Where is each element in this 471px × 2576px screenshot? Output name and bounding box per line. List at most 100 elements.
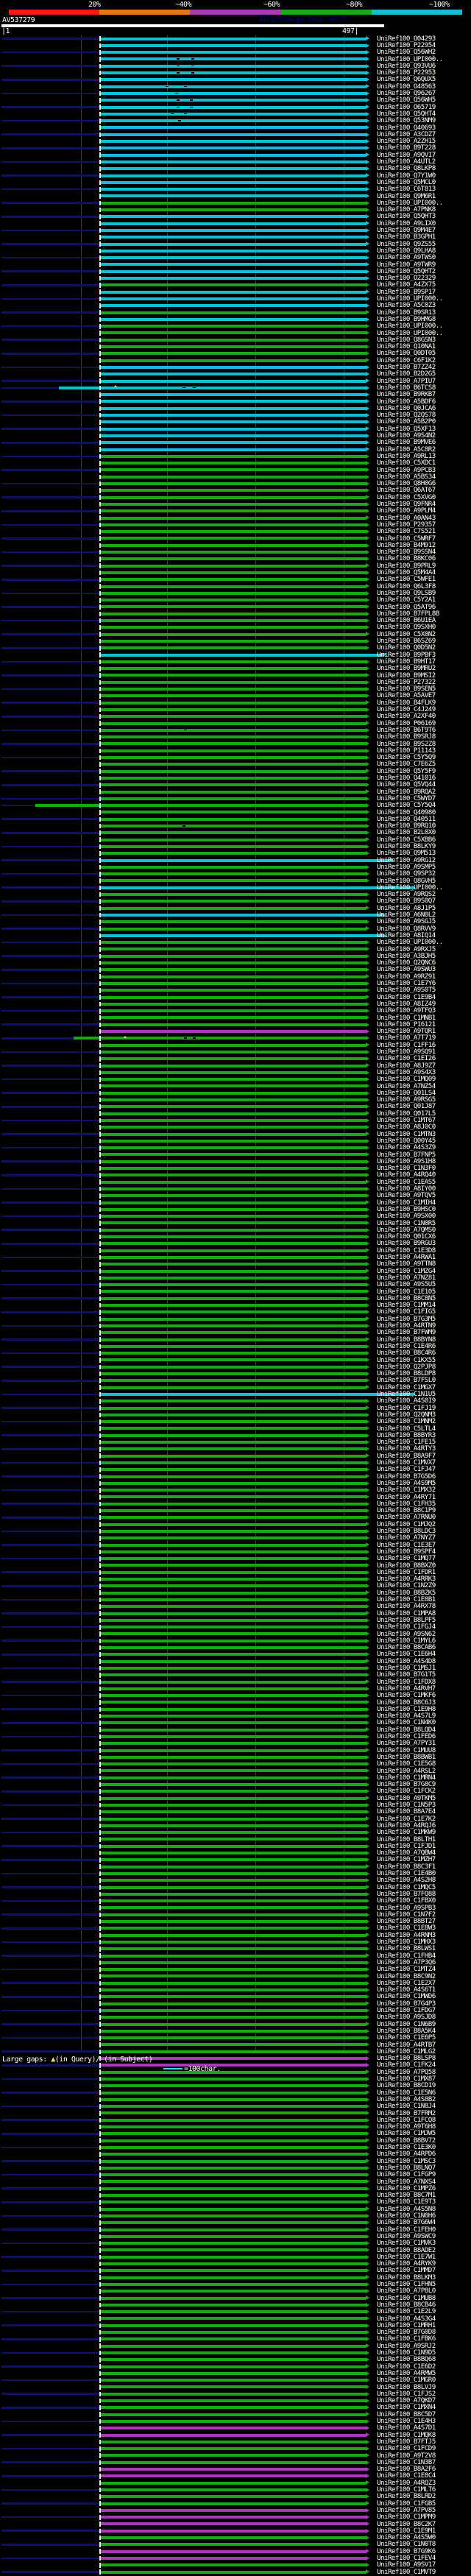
hit-bar[interactable]: [99, 1413, 366, 1416]
alignment-row[interactable]: UniRef100_C1KX55: [0, 1355, 471, 1364]
hit-label[interactable]: UniRef100_A9SJD8: [377, 2013, 436, 2022]
alignment-row[interactable]: UniRef100_B7ZZ42: [0, 364, 471, 370]
alignment-row[interactable]: UniRef100_B9SR13: [0, 309, 471, 316]
hit-label[interactable]: UniRef100_A4RSL2: [377, 1766, 436, 1775]
hit-bar[interactable]: [99, 2159, 366, 2163]
hit-label[interactable]: UniRef100_C1FE15: [377, 1438, 436, 1447]
alignment-row[interactable]: UniRef100_Q9M6R1: [0, 192, 471, 200]
hit-label[interactable]: UniRef100_A0AN43: [377, 513, 436, 522]
alignment-row[interactable]: UniRef100_B9RQ10: [0, 822, 471, 830]
alignment-row[interactable]: UniRef100_Q0D5N2: [0, 644, 471, 652]
alignment-row[interactable]: UniRef100_C1N1U5: [0, 1391, 471, 1397]
hit-bar[interactable]: [99, 2543, 366, 2547]
alignment-row[interactable]: UniRef100_C1E8W3: [0, 1924, 471, 1932]
hit-bar[interactable]: [99, 1475, 366, 1478]
hit-bar[interactable]: [99, 1420, 366, 1424]
hit-label[interactable]: UniRef100_B9SSN4: [377, 548, 436, 557]
alignment-row[interactable]: UniRef100_C1E7Y6: [0, 980, 471, 987]
hit-label[interactable]: UniRef100_A7P8L0: [377, 2287, 436, 2296]
hit-bar[interactable]: [99, 934, 383, 937]
hit-label[interactable]: UniRef100_C1MTN3: [377, 1129, 436, 1138]
hit-bar[interactable]: [99, 1495, 366, 1499]
hit-bar[interactable]: [99, 317, 366, 321]
hit-label[interactable]: UniRef100_A4RX78: [377, 1602, 436, 1611]
hit-label[interactable]: UniRef100_C1N3F0: [377, 1164, 436, 1173]
hit-label[interactable]: UniRef100_A4RTB7: [377, 2040, 436, 2049]
alignment-row[interactable]: UniRef100_B8C1P9: [0, 1507, 471, 1514]
hit-label[interactable]: UniRef100_C1KX55: [377, 1355, 436, 1364]
alignment-row[interactable]: UniRef100_C1E4R6: [0, 1343, 471, 1349]
hit-bar[interactable]: [99, 1913, 366, 1916]
hit-label[interactable]: UniRef100_Q5VQ44: [377, 780, 436, 789]
hit-bar[interactable]: [99, 1290, 366, 1294]
alignment-row[interactable]: UniRef100_B7FPL8B: [0, 610, 471, 617]
hit-bar[interactable]: [99, 707, 366, 711]
alignment-row[interactable]: UniRef100_B8LTH1: [0, 1835, 471, 1843]
hit-bar[interactable]: [99, 2153, 366, 2156]
hit-bar[interactable]: [99, 1694, 366, 1698]
alignment-row[interactable]: UniRef100_C1MVT9: [0, 2569, 471, 2575]
alignment-row[interactable]: UniRef100_C1N7F2: [0, 1911, 471, 1918]
hit-label[interactable]: UniRef100_B8BWB1: [377, 1752, 436, 1761]
hit-bar[interactable]: [99, 2317, 366, 2321]
hit-label[interactable]: UniRef100_C1MZG4: [377, 1266, 436, 1275]
alignment-row[interactable]: UniRef100_A4RPD6: [0, 2150, 471, 2159]
hit-bar[interactable]: [99, 180, 366, 184]
hit-bar[interactable]: [99, 325, 366, 328]
hit-bar[interactable]: [99, 1070, 366, 1074]
hit-bar[interactable]: [99, 995, 366, 999]
hit-label[interactable]: UniRef100_C1N1U5: [377, 1390, 436, 1398]
hit-bar[interactable]: [99, 516, 366, 520]
alignment-row[interactable]: UniRef100_C1FJD1: [0, 1843, 471, 1849]
hit-label[interactable]: UniRef100_A9S4X3: [377, 1068, 436, 1076]
hit-bar[interactable]: [99, 1762, 366, 1766]
hit-label[interactable]: UniRef100_C1MTZ4: [377, 1965, 436, 1974]
hit-label[interactable]: UniRef100_C1FGJ4: [377, 1623, 436, 1631]
hit-bar[interactable]: [99, 721, 366, 725]
alignment-row[interactable]: UniRef100_A9LIX0: [0, 220, 471, 227]
hit-label[interactable]: UniRef100_C1N0R5: [377, 1218, 436, 1227]
alignment-row[interactable]: UniRef100_C1MPA8: [0, 1610, 471, 1617]
alignment-row[interactable]: UniRef100_A5C0Z3: [0, 302, 471, 309]
alignment-row[interactable]: UniRef100_C1FED6: [0, 1733, 471, 1740]
alignment-row[interactable]: UniRef100_C1MX32: [0, 1486, 471, 1494]
hit-bar[interactable]: [99, 1975, 366, 1978]
alignment-row[interactable]: UniRef100_A3BJH5: [0, 953, 471, 959]
hit-bar[interactable]: [99, 1002, 366, 1006]
hit-bar[interactable]: [99, 2187, 366, 2190]
hit-bar[interactable]: [99, 2050, 366, 2053]
hit-label[interactable]: UniRef100_C1FDG7: [377, 2006, 436, 2014]
hit-bar[interactable]: [99, 1612, 366, 1615]
hit-label[interactable]: UniRef100_Q2QS78: [377, 411, 436, 420]
hit-label[interactable]: UniRef100_C1FJ47: [377, 1465, 436, 1474]
hit-bar[interactable]: [99, 571, 366, 574]
alignment-row[interactable]: UniRef100_P27322: [0, 679, 471, 685]
alignment-row[interactable]: UniRef100_C1MRN4: [0, 1774, 471, 1781]
hit-label[interactable]: UniRef100_A9SX00: [377, 1212, 436, 1221]
alignment-row[interactable]: UniRef100_A7PV85: [0, 2507, 471, 2513]
hit-bar[interactable]: [99, 2008, 366, 2012]
alignment-row[interactable]: UniRef100_A9SN62: [0, 1630, 471, 1637]
hit-bar[interactable]: [99, 208, 366, 212]
hit-label[interactable]: UniRef100_UPI000..: [377, 883, 443, 892]
hit-bar[interactable]: [99, 1180, 366, 1184]
alignment-row[interactable]: UniRef100_Q5QHT3: [0, 213, 471, 220]
hit-bar[interactable]: [99, 2508, 366, 2512]
hit-bar[interactable]: [99, 1858, 366, 1862]
alignment-row[interactable]: UniRef100_B9MSI2: [0, 671, 471, 679]
alignment-row[interactable]: UniRef100_A9RSG5: [0, 1096, 471, 1104]
hit-bar[interactable]: [99, 2427, 366, 2430]
hit-label[interactable]: UniRef100_A7PIU7: [377, 376, 436, 385]
alignment-row[interactable]: UniRef100_B8C6J3: [0, 1698, 471, 1706]
hit-label[interactable]: UniRef100_C1FJD1: [377, 1841, 436, 1850]
hit-bar[interactable]: [99, 783, 366, 787]
hit-bar[interactable]: [99, 448, 366, 451]
hit-bar[interactable]: [99, 1831, 366, 1835]
hit-label[interactable]: UniRef100_C1E9B4: [377, 992, 436, 1001]
hit-label[interactable]: UniRef100_UPI000..: [377, 322, 443, 331]
hit-label[interactable]: UniRef100_A4S3Z9: [377, 1143, 436, 1152]
hit-bar[interactable]: [99, 913, 383, 917]
hit-bar[interactable]: [99, 920, 366, 924]
alignment-row[interactable]: UniRef100_Q6AT67: [0, 487, 471, 494]
hit-label[interactable]: UniRef100_A4RPD6: [377, 2150, 436, 2159]
